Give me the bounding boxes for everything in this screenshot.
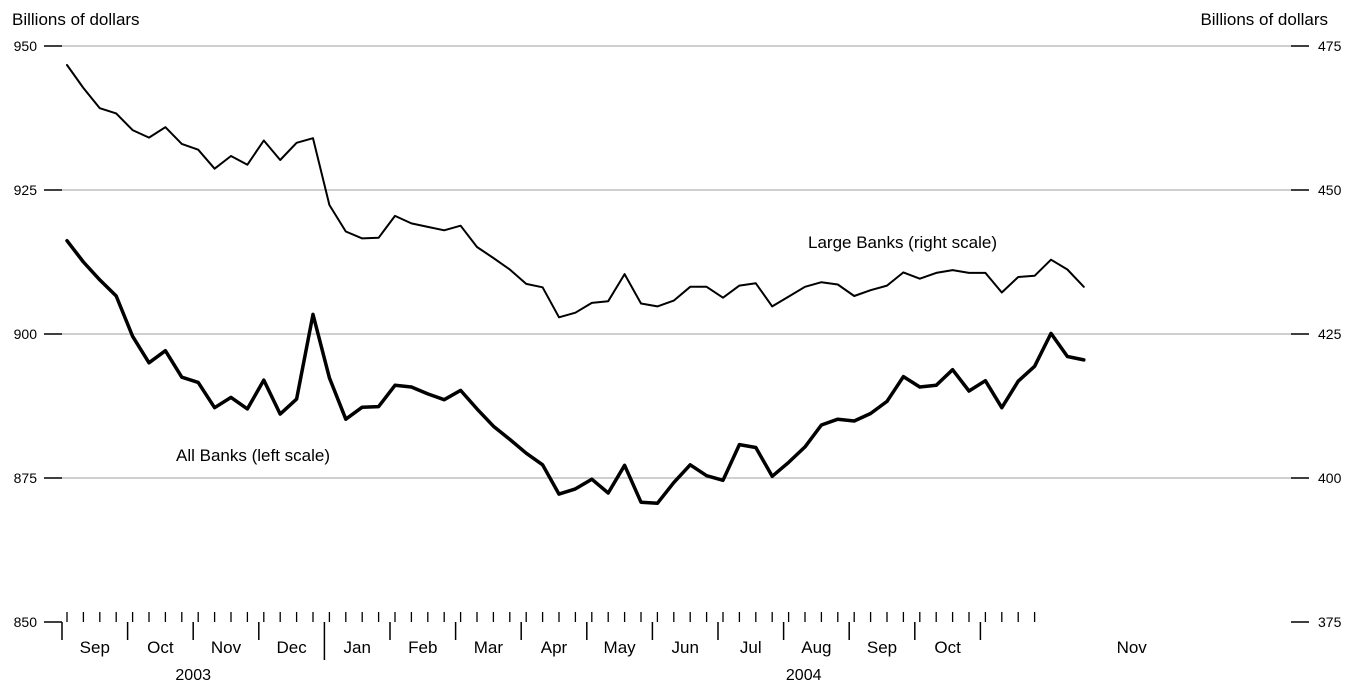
month-label: Sep xyxy=(80,638,110,657)
month-label: Nov xyxy=(211,638,242,657)
right-tick-label: 400 xyxy=(1318,470,1342,486)
month-label: Nov xyxy=(1117,638,1148,657)
right-axis-unit-label: Billions of dollars xyxy=(1200,10,1328,29)
right-tick-label: 450 xyxy=(1318,182,1342,198)
left-axis-unit-label: Billions of dollars xyxy=(12,10,140,29)
month-label: Jan xyxy=(343,638,370,657)
month-label: Apr xyxy=(541,638,568,657)
left-tick-label: 875 xyxy=(14,470,38,486)
left-tick-label: 900 xyxy=(14,326,38,342)
month-label: Sep xyxy=(867,638,897,657)
series-label-all-banks: All Banks (left scale) xyxy=(176,446,330,465)
left-tick-label: 850 xyxy=(14,614,38,630)
series-lines xyxy=(65,64,1086,506)
right-tick-label: 375 xyxy=(1318,614,1342,630)
left-tick-label: 950 xyxy=(14,38,38,54)
grid-lines xyxy=(62,45,1291,479)
left-axis-ticks: 850 875 900 925 950 xyxy=(14,38,62,630)
month-label: Feb xyxy=(408,638,437,657)
month-label: Oct xyxy=(147,638,174,657)
right-tick-label: 475 xyxy=(1318,38,1342,54)
right-axis-ticks: 375 400 425 450 475 xyxy=(1291,38,1342,630)
month-label: Dec xyxy=(276,638,307,657)
series-line-large-banks xyxy=(66,64,1085,319)
left-tick-label: 925 xyxy=(14,182,38,198)
month-label: May xyxy=(604,638,637,657)
year-label: 2003 xyxy=(175,667,211,683)
month-label: Oct xyxy=(934,638,961,657)
month-label: Aug xyxy=(801,638,831,657)
month-label: Mar xyxy=(474,638,504,657)
series-label-large-banks: Large Banks (right scale) xyxy=(808,233,997,252)
year-label: 2004 xyxy=(786,667,822,683)
series-line-all-banks xyxy=(65,238,1086,506)
time-axis: Sep Oct Nov Dec Jan Feb Mar Apr May Jun Jul Aug Sep O… xyxy=(61,612,1148,683)
right-tick-label: 425 xyxy=(1318,326,1342,342)
month-label: Jun xyxy=(671,638,698,657)
month-label: Jul xyxy=(740,638,762,657)
